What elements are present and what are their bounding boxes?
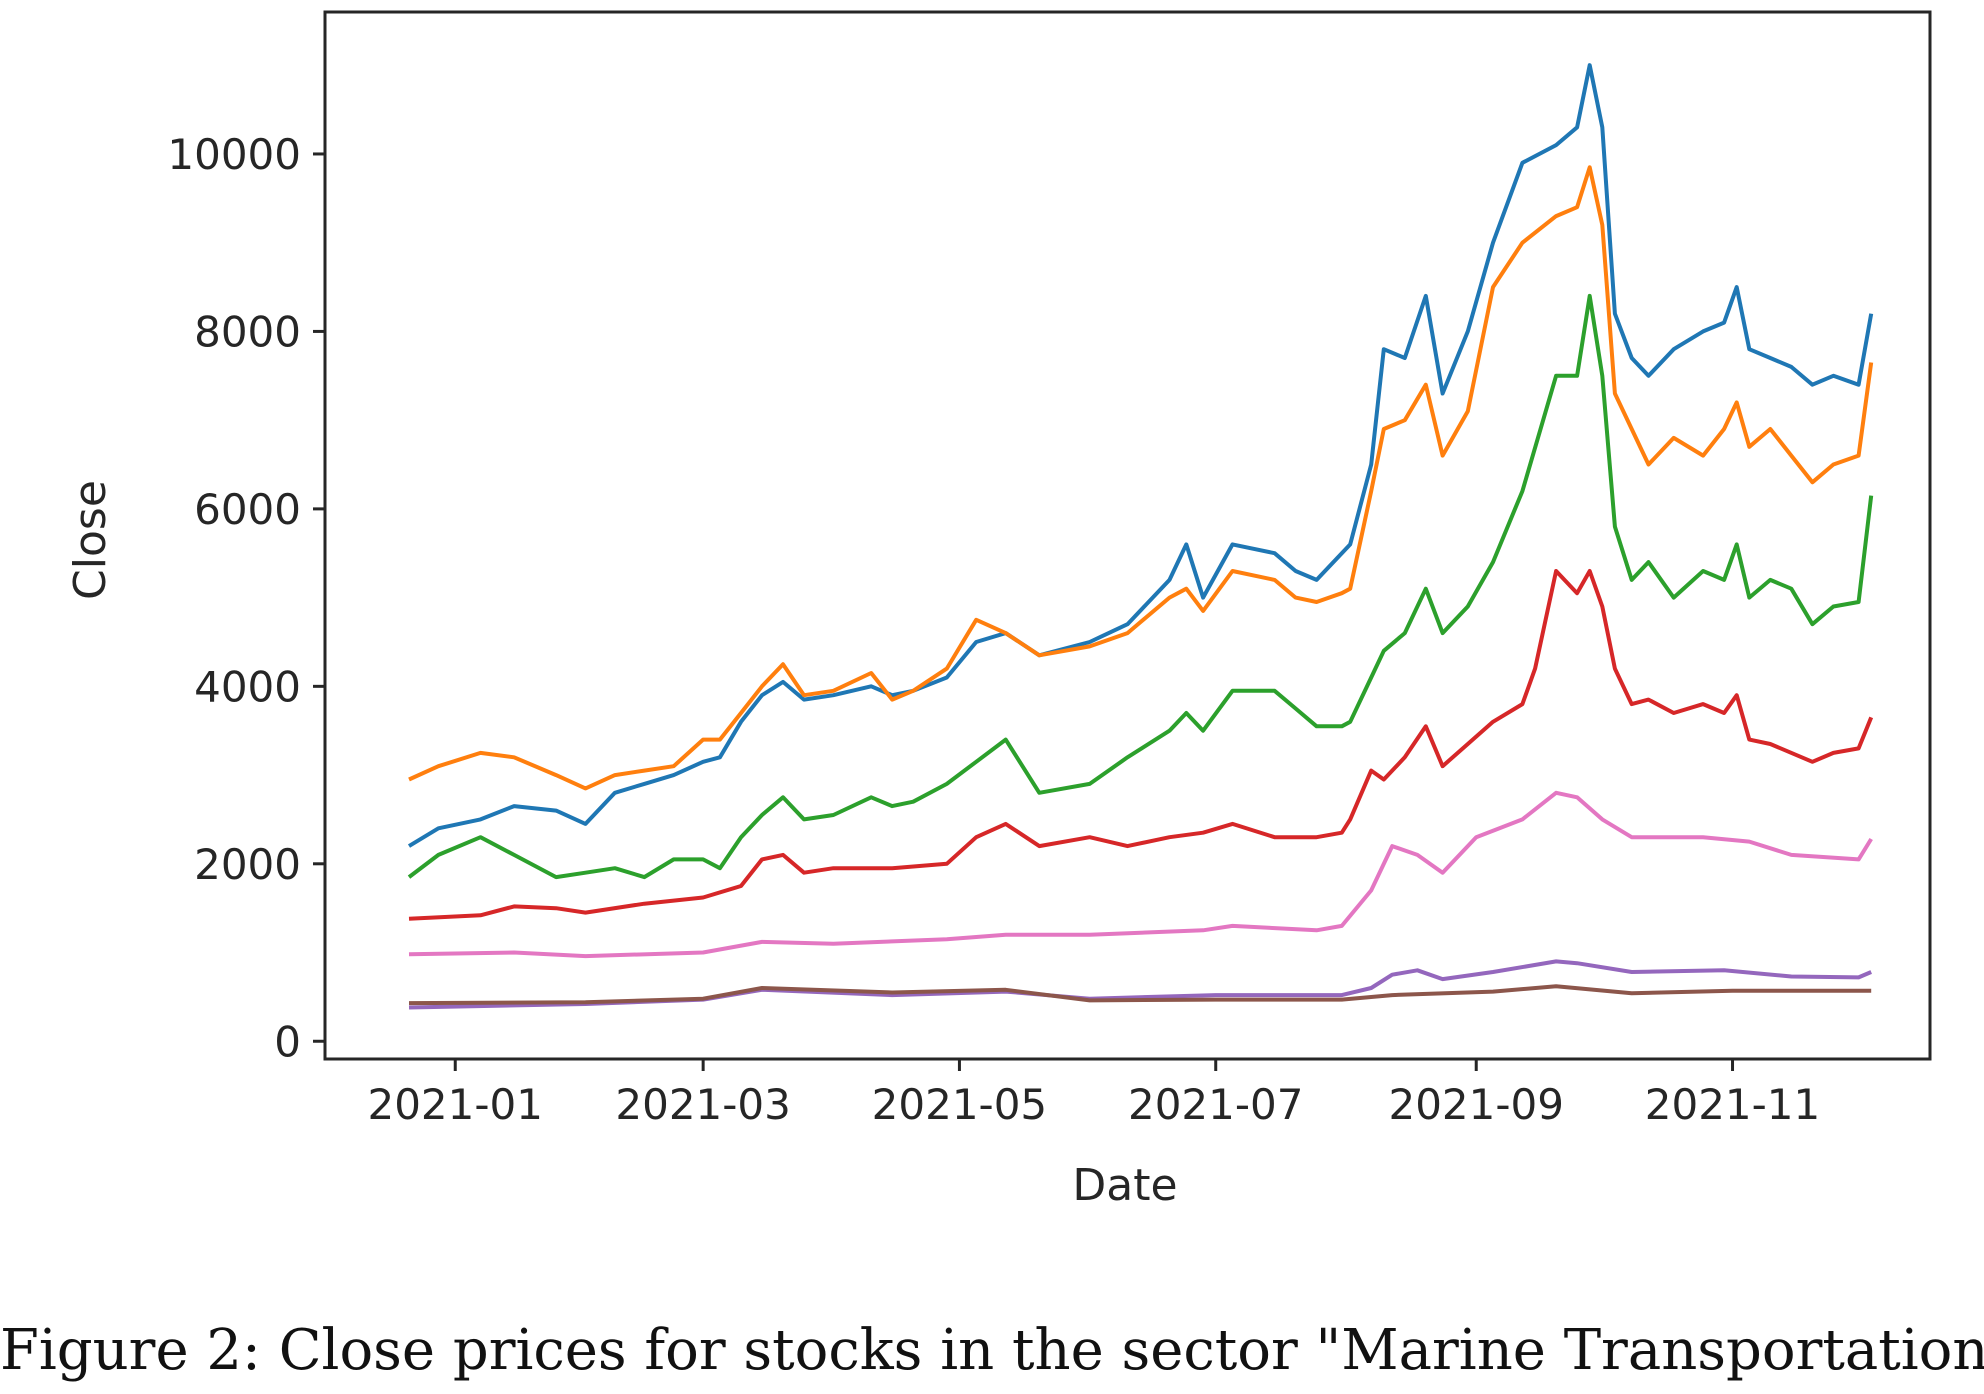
y-tick-label: 0 <box>274 1017 301 1066</box>
series-line-1 <box>407 63 1874 848</box>
series-line-7 <box>408 984 1872 1006</box>
x-tick-label: 2021-11 <box>1645 1080 1821 1129</box>
series-line-3 <box>407 293 1874 880</box>
y-tick-label: 10000 <box>167 130 301 179</box>
x-tick-label: 2021-07 <box>1128 1080 1304 1129</box>
x-axis-ticks: 2021-01 2021-03 2021-05 2021-07 2021-09 2021-… <box>367 1059 1820 1129</box>
x-tick-label: 2021-09 <box>1388 1080 1564 1129</box>
x-axis-title: Date <box>1072 1160 1177 1211</box>
plot-area-frame <box>323 10 1932 1061</box>
y-tick-label: 8000 <box>194 307 301 356</box>
series-line-2 <box>408 165 1874 791</box>
x-tick-label: 2021-01 <box>367 1080 543 1129</box>
series-lines <box>407 63 1874 1010</box>
y-tick-label: 6000 <box>194 485 301 534</box>
y-axis-title: Close <box>65 480 116 600</box>
x-tick-label: 2021-03 <box>615 1080 791 1129</box>
figure-caption: Figure 2: Close prices for stocks in the… <box>0 1318 1984 1383</box>
series-line-4 <box>408 569 1874 921</box>
x-tick-label: 2021-05 <box>872 1080 1048 1129</box>
series-line-5 <box>408 790 1873 959</box>
y-axis-ticks: 0 2000 4000 6000 8000 10000 <box>167 130 325 1066</box>
y-tick-label: 2000 <box>194 840 301 889</box>
series-line-6 <box>408 959 1872 1010</box>
y-tick-label: 4000 <box>194 662 301 711</box>
